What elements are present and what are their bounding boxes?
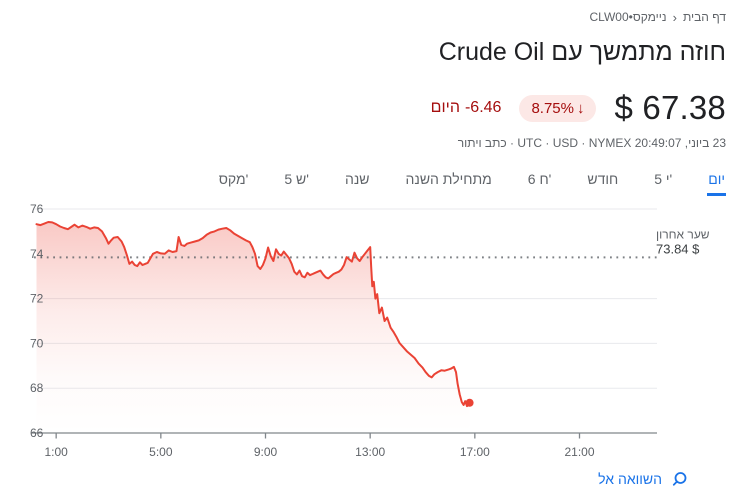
tab-5-years[interactable]: 5 ש' xyxy=(283,171,310,196)
tab-day[interactable]: יום xyxy=(707,171,726,196)
svg-text:72: 72 xyxy=(30,292,44,306)
disclaimer-link[interactable]: כתב ויתור xyxy=(457,136,507,150)
change-today: -6.46 היום xyxy=(431,99,502,117)
svg-text:74: 74 xyxy=(30,247,44,261)
change-period-label: היום xyxy=(430,99,460,116)
tab-year[interactable]: שנה xyxy=(344,171,371,196)
page-title: חוזה מתמשך עם Crude Oil xyxy=(438,38,726,66)
quote-header: $ 67.38 8.75% ↓ -6.46 היום xyxy=(0,89,726,127)
arrow-down-icon: ↓ xyxy=(576,99,585,117)
svg-text:68: 68 xyxy=(30,381,44,395)
tab-5-years-label: 5 ש' xyxy=(284,171,309,187)
quote-timestamp: 23 ביוני, 20:49:07 UTC · USD · NYMEX · xyxy=(510,136,726,150)
current-price: $ 67.38 xyxy=(614,89,726,127)
tab-6-months-label: 6 ח' xyxy=(527,171,552,187)
svg-text:שער אחרון: שער אחרון xyxy=(656,227,710,241)
tab-max[interactable]: מקס' xyxy=(218,171,250,196)
tab-ytd[interactable]: מתחילת השנה xyxy=(405,171,493,196)
tab-max-label: מקס' xyxy=(218,171,249,187)
quote-meta: 23 ביוני, 20:49:07 UTC · USD · NYMEX · כ… xyxy=(0,136,726,150)
tab-5-days[interactable]: 5 י' xyxy=(653,171,673,196)
svg-text:17:00: 17:00 xyxy=(460,445,490,459)
svg-text:5:00: 5:00 xyxy=(149,445,173,459)
svg-text:66: 66 xyxy=(30,426,44,440)
search-icon xyxy=(672,471,688,487)
svg-text:70: 70 xyxy=(30,336,44,350)
chevron-left-icon: ‹ xyxy=(672,9,677,25)
compare-to-label: השוואה אל xyxy=(598,471,662,487)
svg-text:1:00: 1:00 xyxy=(44,445,68,459)
compare-to-link[interactable]: השוואה אל xyxy=(598,471,688,487)
change-percent-value: 8.75% xyxy=(531,99,574,117)
tab-6-months[interactable]: 6 ח' xyxy=(527,171,553,196)
svg-text:$ 73.84: $ 73.84 xyxy=(656,241,700,256)
period-tabs: יום 5 י' חודש 6 ח' מתחילת השנה שנה 5 ש' … xyxy=(0,164,726,196)
tab-5-days-label: 5 י' xyxy=(654,171,673,187)
current-price-value: $ 67.38 xyxy=(614,89,726,126)
svg-text:76: 76 xyxy=(30,202,44,216)
svg-text:13:00: 13:00 xyxy=(355,445,385,459)
breadcrumb-current: CLW00•ניימקס xyxy=(589,10,667,24)
change-percent-badge: 8.75% ↓ xyxy=(519,94,597,122)
svg-text:9:00: 9:00 xyxy=(254,445,278,459)
change-value: -6.46 xyxy=(464,99,502,116)
breadcrumb-home-link[interactable]: דף הבית xyxy=(682,10,726,24)
svg-text:21:00: 21:00 xyxy=(564,445,594,459)
tab-month[interactable]: חודש xyxy=(586,171,619,196)
breadcrumb: דף הבית ‹ CLW00•ניימקס xyxy=(0,10,726,24)
